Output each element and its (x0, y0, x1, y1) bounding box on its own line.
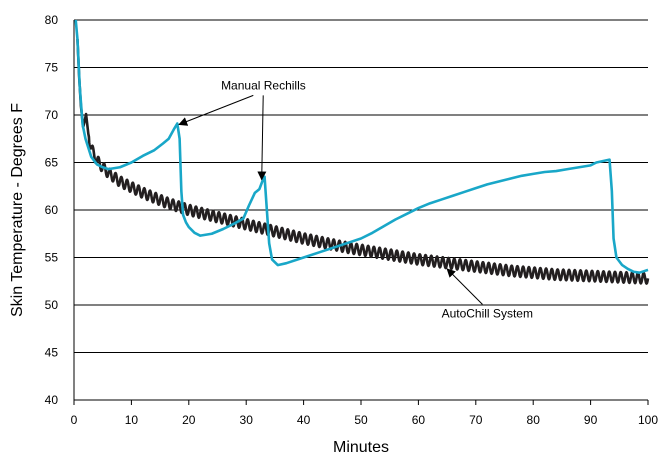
x-axis-label: Minutes (333, 439, 389, 456)
x-tick-label-20: 20 (182, 413, 196, 427)
annotations: Manual Rechills AutoChill System (178, 78, 533, 320)
y-tick-label-55: 55 (45, 251, 59, 265)
series-lines (74, 19, 650, 285)
y-tick-label-65: 65 (45, 156, 59, 170)
x-tick-label-100: 100 (638, 413, 658, 427)
x-tick-label-0: 0 (71, 413, 78, 427)
x-tick-label-50: 50 (354, 413, 368, 427)
grid-lines (74, 19, 648, 353)
x-tick-label-80: 80 (527, 413, 541, 427)
x-tick-label-10: 10 (125, 413, 139, 427)
manual-rechill-series-line (74, 19, 649, 274)
x-tick-label-40: 40 (297, 413, 311, 427)
y-tick-label-50: 50 (45, 298, 59, 312)
x-tick-label-30: 30 (240, 413, 254, 427)
y-tick-label-45: 45 (45, 346, 59, 360)
y-tick-label-40: 40 (45, 393, 59, 407)
y-tick-label-70: 70 (45, 108, 59, 122)
y-axis-label: Skin Temperature - Degrees F (9, 103, 26, 317)
y-tick-label-80: 80 (45, 13, 59, 27)
x-tick-label-70: 70 (469, 413, 483, 427)
x-tick-label-60: 60 (412, 413, 426, 427)
annotation-label-1: AutoChill System (442, 306, 533, 320)
annotation-arrow-0-0 (178, 94, 254, 126)
autochill-series-line (76, 38, 650, 285)
axes (73, 20, 649, 405)
annotation-arrow-0-1 (257, 95, 267, 181)
tick-labels: 40 45 50 55 60 65 70 75 80 0 10 20 30 40 50 60 70 80 90 100 (45, 13, 658, 427)
annotation-arrow-1-0 (446, 268, 483, 305)
y-tick-label-60: 60 (45, 203, 59, 217)
annotation-label-0: Manual Rechills (221, 78, 306, 92)
y-tick-label-75: 75 (45, 61, 59, 75)
x-tick-label-90: 90 (584, 413, 598, 427)
